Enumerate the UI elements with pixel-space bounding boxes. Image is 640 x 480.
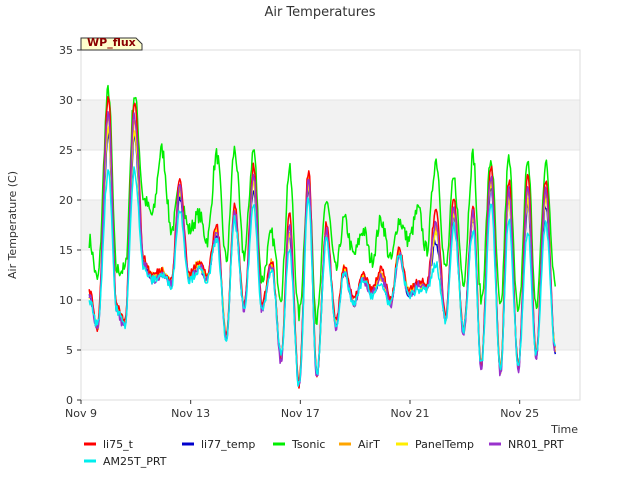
y-axis-ticks: 0 5 10 15 20 25 30 35 (59, 44, 81, 407)
legend-label: li77_temp (201, 438, 255, 451)
wp-flux-badge: WP_flux (80, 36, 143, 51)
y-tick-label: 35 (59, 44, 73, 57)
legend-label: AM25T_PRT (103, 455, 167, 468)
x-tick-label: Nov 13 (171, 407, 210, 420)
x-axis-ticks: Nov 9 Nov 13 Nov 17 Nov 21 Nov 25 (65, 400, 539, 420)
legend-item-am25t-prt: AM25T_PRT (84, 455, 167, 468)
plot-background (80, 49, 581, 401)
legend-item-airt: AirT (339, 438, 380, 451)
y-tick-label: 5 (66, 344, 73, 357)
legend-item-nr01-prt: NR01_PRT (489, 438, 564, 451)
grid-band (81, 300, 580, 350)
y-tick-label: 10 (59, 294, 73, 307)
series-line-am25t-prt (88, 166, 557, 387)
x-tick-label: Nov 25 (500, 407, 539, 420)
legend-label: li75_t (103, 438, 134, 451)
legend-item-paneltemp: PanelTemp (396, 438, 474, 451)
legend-item-li75-t: li75_t (84, 438, 134, 451)
legend: li75_t li77_temp Tsonic AirT PanelTemp NR01_P… (84, 438, 564, 468)
legend-item-tsonic: Tsonic (273, 438, 325, 451)
chart-title: Air Temperatures (264, 5, 375, 20)
series-lines (88, 84, 557, 389)
y-axis-label: Air Temperature (C) (6, 171, 19, 279)
x-tick-label: Nov 21 (391, 407, 430, 420)
legend-label: Tsonic (291, 438, 325, 451)
legend-label: PanelTemp (415, 438, 474, 451)
x-axis-label: Time (550, 423, 578, 436)
y-tick-label: 15 (59, 244, 73, 257)
y-tick-label: 25 (59, 144, 73, 157)
x-tick-label: Nov 17 (281, 407, 320, 420)
x-tick-label: Nov 9 (65, 407, 97, 420)
legend-label: NR01_PRT (508, 438, 564, 451)
plot-frame (80, 49, 581, 401)
y-tick-label: 20 (59, 194, 73, 207)
grid-band (81, 100, 580, 150)
wp-flux-badge-label: WP_flux (87, 36, 136, 49)
legend-item-li77-temp: li77_temp (182, 438, 255, 451)
series-line-tsonic (88, 84, 557, 325)
y-tick-label: 0 (66, 394, 73, 407)
y-tick-label: 30 (59, 94, 73, 107)
legend-label: AirT (358, 438, 380, 451)
